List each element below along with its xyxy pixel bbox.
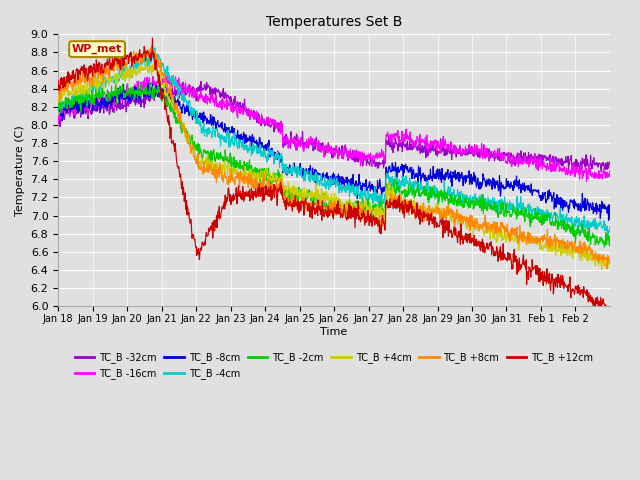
Title: Temperatures Set B: Temperatures Set B [266, 15, 402, 29]
X-axis label: Time: Time [321, 326, 348, 336]
Legend: TC_B -32cm, TC_B -16cm, TC_B -8cm, TC_B -4cm, TC_B -2cm, TC_B +4cm, TC_B +8cm, T: TC_B -32cm, TC_B -16cm, TC_B -8cm, TC_B … [71, 348, 597, 383]
Y-axis label: Temperature (C): Temperature (C) [15, 125, 25, 216]
Text: WP_met: WP_met [72, 44, 122, 54]
